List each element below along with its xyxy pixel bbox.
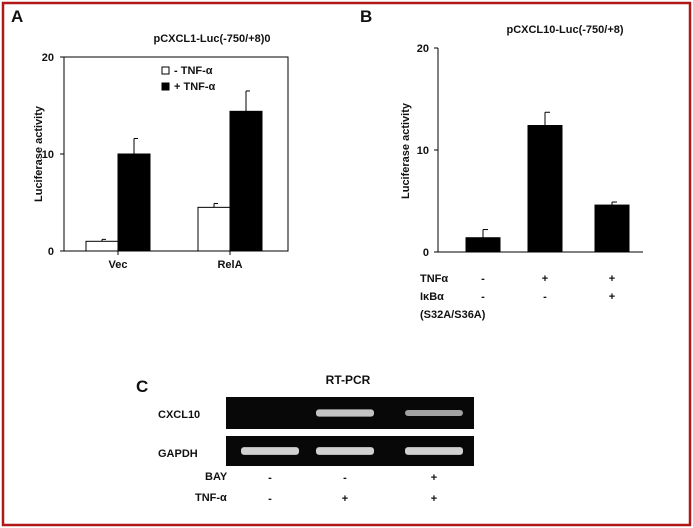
chart-a-y-tick-label: 10	[42, 149, 54, 161]
chart-b-y-axis-label: Luciferase activity	[400, 102, 412, 199]
legend-swatch-plus-tnf	[161, 82, 170, 91]
chart-b-tnfa-sign: -	[481, 273, 485, 285]
chart-a-bar	[197, 206, 231, 252]
gel-tnf-sign: +	[431, 493, 437, 505]
chart-a-bar	[117, 153, 151, 252]
gel-band-gapdh	[241, 447, 299, 455]
condition-label-tnfa: TNFα	[420, 273, 448, 285]
panel-label-c: C	[136, 377, 148, 396]
gel-band-gapdh	[405, 447, 463, 455]
chart-a-y-tick-label: 0	[48, 246, 54, 258]
chart-a-y-axis-label: Luciferase activity	[33, 105, 45, 202]
gel-row-label-cxcl10: CXCL10	[158, 409, 200, 421]
chart-a-x-tick-label: RelA	[217, 259, 242, 271]
chart-a-bar	[229, 110, 263, 252]
chart-a-x-tick-label: Vec	[109, 259, 128, 271]
gel-tnf-sign: -	[268, 493, 272, 505]
chart-a-bar	[85, 240, 119, 252]
gel-bay-sign: +	[431, 472, 437, 484]
chart-b-ikba-sign: -	[481, 291, 485, 303]
rt-pcr-panel: RT-PCR CXCL10 GAPDH BAY TNF-α - - + - + +	[158, 373, 474, 505]
legend-label-plus-tnf: + TNF-α	[174, 81, 216, 93]
gel-band-cxcl10	[405, 410, 463, 416]
panel-label-b: B	[360, 7, 372, 26]
chart-b-y-tick-label: 20	[417, 43, 429, 55]
chart-b-bar	[527, 125, 563, 253]
gel-bay-sign: -	[268, 472, 272, 484]
chart-b-tnfa-sign: +	[542, 273, 548, 285]
gel-row-label-gapdh: GAPDH	[158, 448, 198, 460]
chart-b-bar	[594, 204, 630, 253]
panel-label-a: A	[11, 7, 23, 26]
chart-b: pCXCL10-Luc(-750/+8) Luciferase activity…	[400, 24, 643, 321]
chart-a: pCXCL1-Luc(-750/+8)0 Luciferase activity…	[33, 33, 289, 271]
legend-label-minus-tnf: - TNF-α	[174, 65, 213, 77]
gel-band-cxcl10	[316, 409, 374, 417]
chart-b-tnfa-sign: +	[609, 273, 615, 285]
chart-b-title: pCXCL10-Luc(-750/+8)	[506, 24, 623, 36]
legend-swatch-minus-tnf	[161, 66, 170, 75]
chart-b-y-tick-label: 0	[423, 247, 429, 259]
chart-a-y-tick-label: 20	[42, 52, 54, 64]
gel-tnf-sign: +	[342, 493, 348, 505]
gel-treatment-label-tnf: TNF-α	[195, 492, 227, 504]
gel-treatment-label-bay: BAY	[205, 471, 228, 483]
gel-band-gapdh	[316, 447, 374, 455]
chart-b-ikba-sign: -	[543, 291, 547, 303]
chart-b-ikba-sign: +	[609, 291, 615, 303]
chart-a-title: pCXCL1-Luc(-750/+8)0	[153, 33, 270, 45]
chart-b-bar	[465, 237, 501, 253]
gel-title: RT-PCR	[326, 373, 371, 387]
gel-bay-sign: -	[343, 472, 347, 484]
condition-label-ikba-mutant: (S32A/S36A)	[420, 309, 486, 321]
condition-label-ikba: IκBα	[420, 291, 444, 303]
chart-b-y-tick-label: 10	[417, 145, 429, 157]
